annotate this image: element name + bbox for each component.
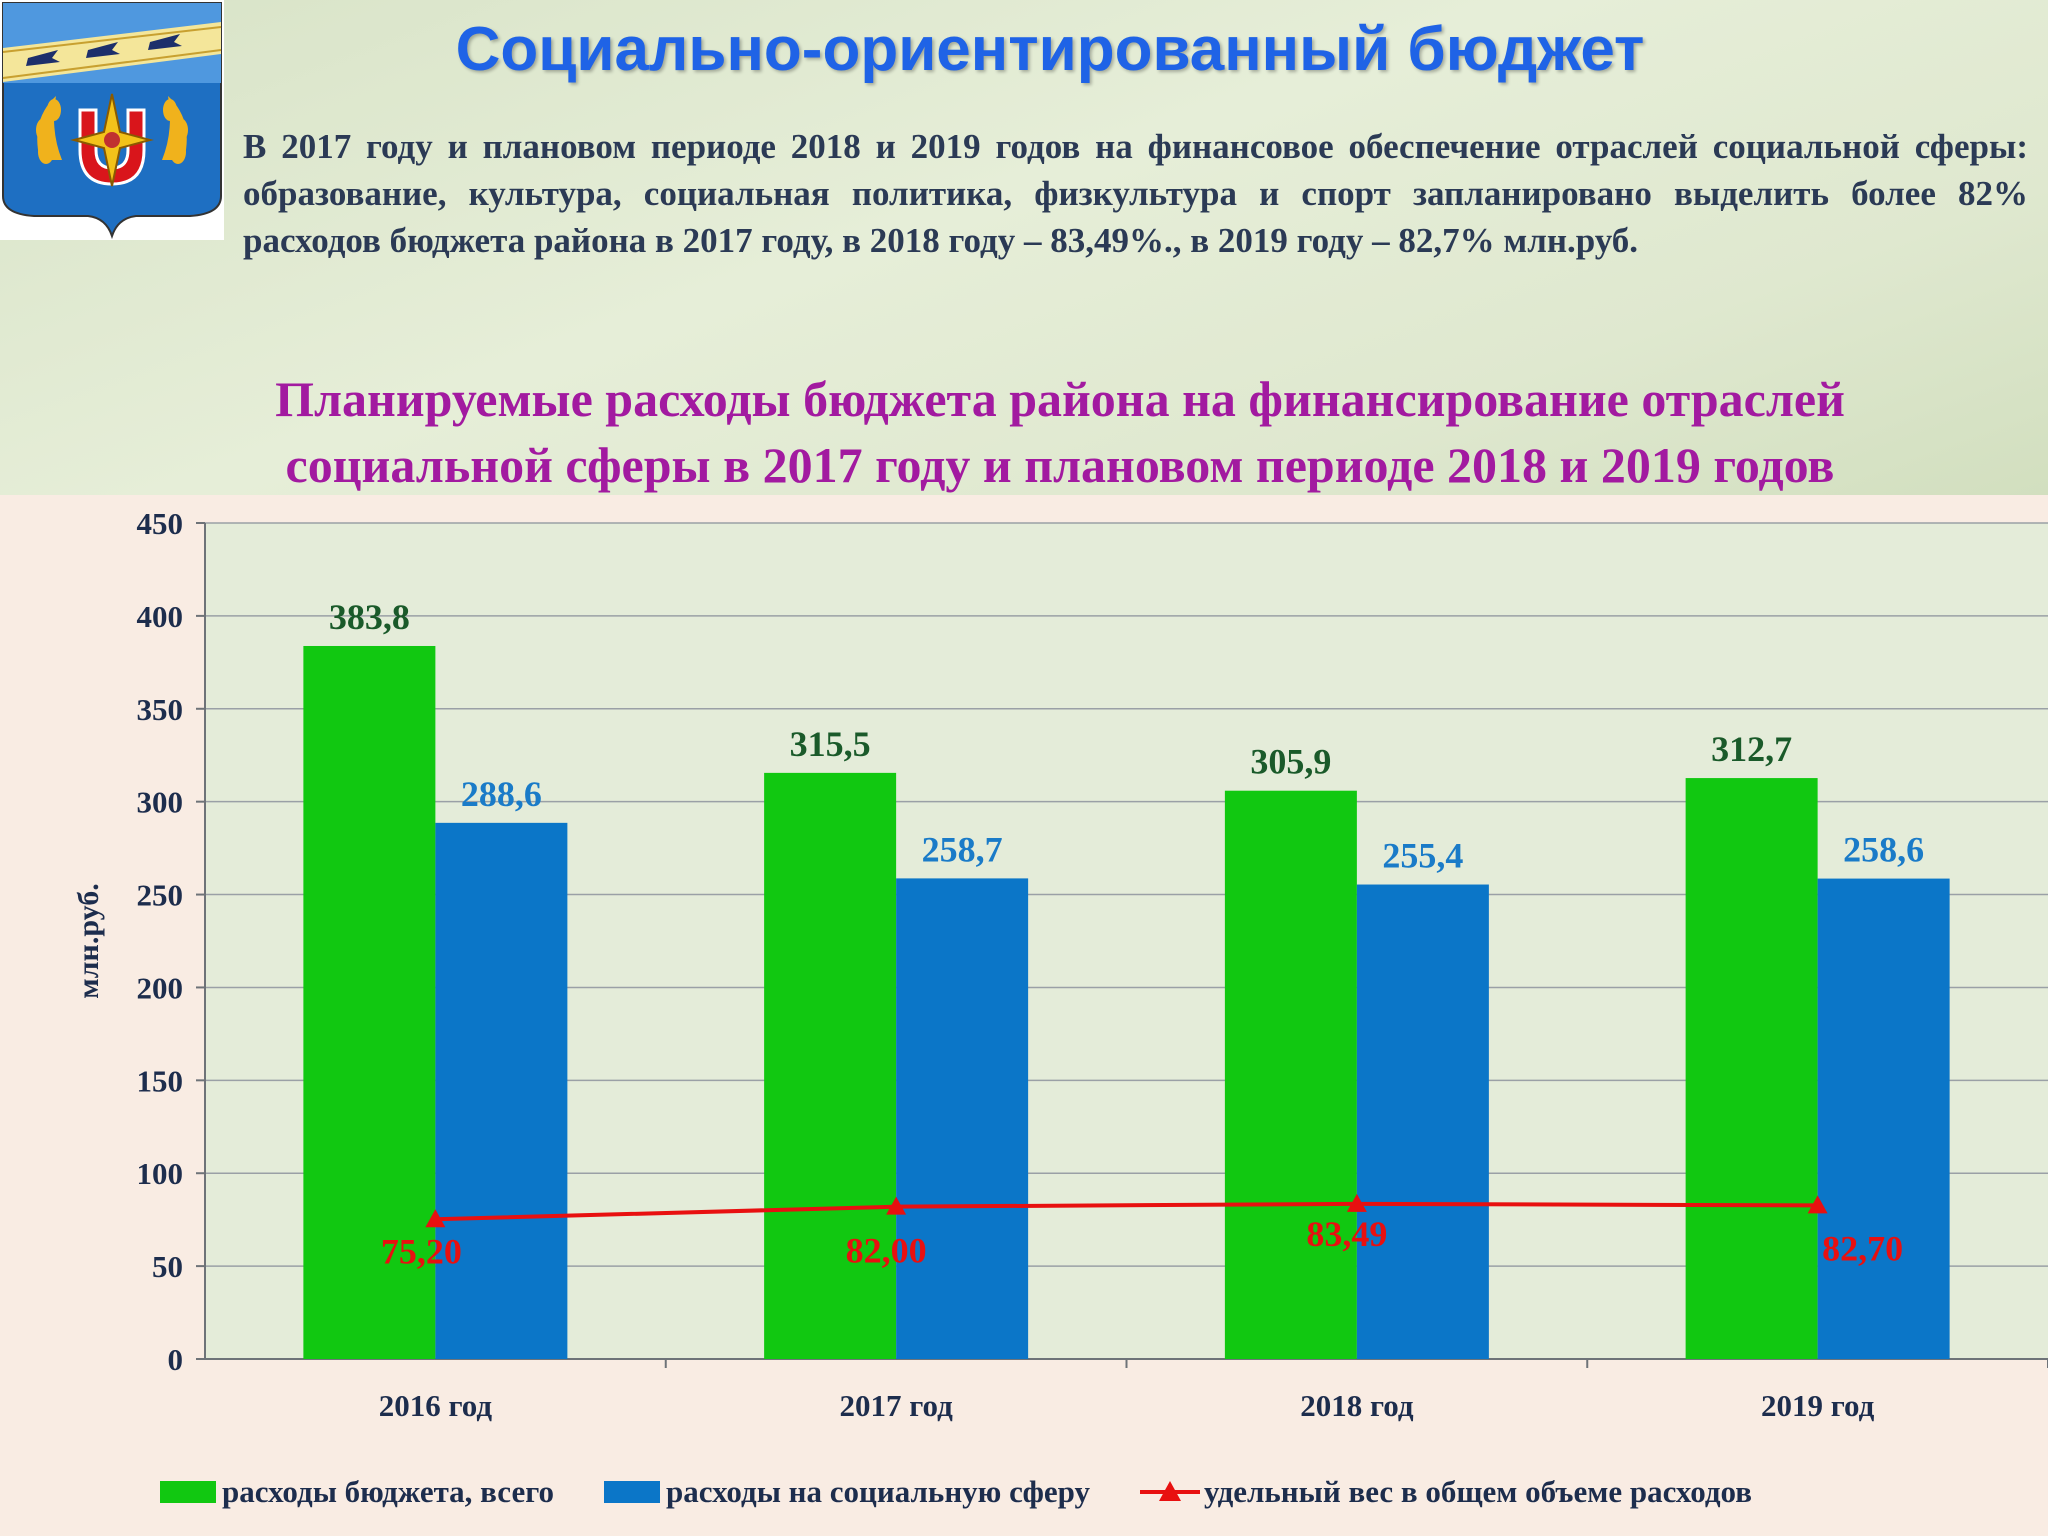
legend-item-total: расходы бюджета, всего bbox=[160, 1474, 554, 1510]
share-point bbox=[1346, 1193, 1367, 1212]
chart-legend: расходы бюджета, всего расходы на социал… bbox=[160, 1472, 1802, 1512]
share-label: 83,49 bbox=[1306, 1214, 1387, 1254]
bar-label-social: 255,4 bbox=[1382, 836, 1463, 876]
x-tick-label: 2016 год bbox=[379, 1388, 493, 1423]
y-tick-label: 100 bbox=[137, 1156, 184, 1191]
bar-chart: 0 50 100 150 200 250 300 350 400 450 млн.руб. 383,8… bbox=[72, 506, 2048, 1423]
share-point bbox=[425, 1209, 446, 1228]
bar-social bbox=[896, 878, 1029, 1359]
share-line bbox=[435, 1201, 1818, 1222]
bar-total bbox=[1224, 790, 1357, 1359]
share-label: 75,20 bbox=[381, 1231, 462, 1271]
bar-total bbox=[303, 645, 436, 1359]
bar-social bbox=[435, 822, 568, 1359]
y-tick-label: 150 bbox=[137, 1063, 184, 1098]
y-tick-label: 0 bbox=[168, 1342, 184, 1377]
bar-label-social: 258,7 bbox=[922, 829, 1003, 869]
legend-label-total: расходы бюджета, всего bbox=[222, 1474, 555, 1509]
bar-label-total: 315,5 bbox=[790, 724, 871, 764]
y-tick-label: 300 bbox=[137, 785, 184, 820]
legend-item-social: расходы на социальную сферу bbox=[604, 1474, 1090, 1510]
y-axis-title: млн.руб. bbox=[72, 883, 105, 998]
x-tick-label: 2018 год bbox=[1300, 1388, 1414, 1423]
y-tick-label: 450 bbox=[137, 506, 184, 541]
y-tick-label: 250 bbox=[137, 878, 184, 913]
legend-swatch-social bbox=[604, 1481, 661, 1503]
legend-swatch-share-icon bbox=[1140, 1481, 1201, 1501]
bar-label-social: 288,6 bbox=[461, 774, 542, 814]
legend-item-share: удельный вес в общем объеме расходов bbox=[1140, 1474, 1752, 1510]
y-tick-label: 400 bbox=[137, 599, 184, 634]
share-label: 82,00 bbox=[846, 1231, 927, 1271]
bar-total bbox=[1685, 778, 1818, 1359]
coat-of-arms bbox=[0, 0, 224, 240]
x-tick-label: 2017 год bbox=[839, 1388, 953, 1423]
share-point bbox=[886, 1196, 907, 1215]
bar-total bbox=[764, 772, 897, 1359]
y-tick-label: 50 bbox=[152, 1249, 183, 1284]
header-band bbox=[0, 0, 2048, 495]
share-label: 82,70 bbox=[1822, 1228, 1903, 1268]
intro-paragraph: В 2017 году и плановом периоде 2018 и 20… bbox=[243, 127, 2028, 260]
bar-social bbox=[1356, 884, 1489, 1359]
chart-title: Планируемые расходы бюджета района на фи… bbox=[275, 371, 1845, 493]
page-title: Социально-ориентированный бюджет bbox=[455, 15, 1645, 84]
x-tick-label: 2019 год bbox=[1761, 1388, 1875, 1423]
y-tick-label: 200 bbox=[137, 970, 184, 1005]
bar-label-total: 312,7 bbox=[1711, 729, 1792, 769]
bar-label-social: 258,6 bbox=[1843, 830, 1924, 870]
legend-swatch-total bbox=[160, 1481, 216, 1503]
share-point bbox=[1807, 1195, 1828, 1214]
legend-label-social: расходы на социальную сферу bbox=[666, 1474, 1091, 1509]
y-tick-label: 350 bbox=[137, 692, 184, 727]
legend-label-share: удельный вес в общем объеме расходов bbox=[1204, 1474, 1752, 1509]
coat-of-arms-icon bbox=[2, 2, 222, 240]
bar-social bbox=[1817, 878, 1950, 1359]
bar-label-total: 305,9 bbox=[1250, 742, 1331, 782]
bar-label-total: 383,8 bbox=[329, 597, 410, 637]
